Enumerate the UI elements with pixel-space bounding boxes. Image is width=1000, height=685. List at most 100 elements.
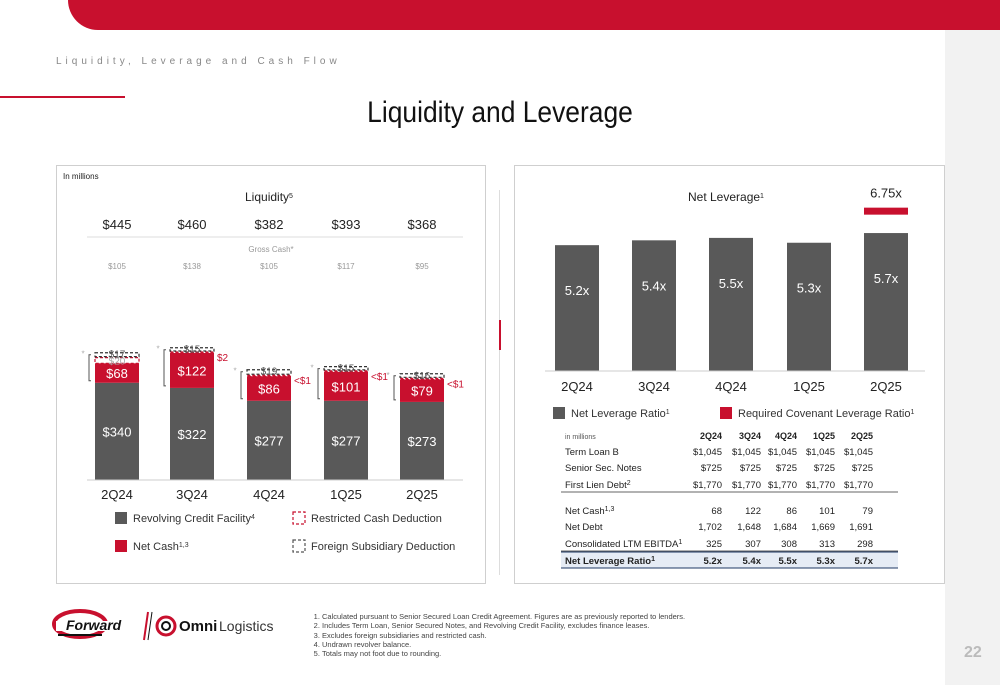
table-cell: $1,045 bbox=[732, 447, 761, 458]
gross-cash-bracket bbox=[240, 371, 243, 400]
table-cell: 1,648 bbox=[737, 522, 761, 533]
company-logos: Forward Omni Logistics bbox=[52, 609, 273, 641]
table-cell: $1,045 bbox=[844, 447, 873, 458]
net-leverage-bar bbox=[864, 233, 908, 371]
net-cash-label: $86 bbox=[258, 381, 280, 396]
table-cell: $1,770 bbox=[844, 480, 873, 491]
foreign-sub-label: $15 bbox=[338, 364, 355, 375]
table-cell: $1,045 bbox=[806, 447, 835, 458]
restricted-cash-label: <$1 bbox=[371, 372, 388, 383]
table-cell: $1,045 bbox=[693, 447, 722, 458]
table-row-label: First Lien Debt2 bbox=[565, 480, 631, 492]
right-margin-strip bbox=[945, 30, 1000, 685]
table-cell: $1,770 bbox=[732, 480, 761, 491]
restricted-cash-label: $20 bbox=[109, 356, 126, 367]
foreign-sub-box bbox=[399, 373, 445, 378]
table-cell: 1,684 bbox=[773, 522, 797, 533]
table-col-header: 2Q25 bbox=[851, 431, 873, 441]
restricted-cash-label: $2 bbox=[217, 353, 229, 364]
table-row-label: Senior Sec. Notes bbox=[565, 463, 642, 474]
x-tick-label: 4Q24 bbox=[715, 379, 747, 394]
table-cell: 307 bbox=[745, 539, 761, 550]
restricted-cash-box bbox=[399, 377, 445, 380]
table-cell: 5.5x bbox=[779, 556, 798, 567]
x-tick-label: 2Q24 bbox=[101, 487, 133, 502]
net-leverage-bar bbox=[555, 245, 599, 371]
net-leverage-label: 5.2x bbox=[565, 283, 590, 298]
liquidity-panel: In millions Liquidity5 Gross Cash* $445 $105… bbox=[56, 165, 486, 584]
table-row-label: Net Leverage Ratio1 bbox=[565, 556, 655, 568]
net-leverage-bar bbox=[709, 237, 753, 371]
gross-cash-marker: * bbox=[310, 364, 313, 373]
legend-swatch bbox=[115, 540, 127, 552]
rcf-label: $277 bbox=[332, 433, 361, 448]
table-cell: $1,770 bbox=[693, 480, 722, 491]
x-tick-label: 1Q25 bbox=[330, 487, 362, 502]
table-cell: 68 bbox=[711, 506, 722, 517]
restricted-cash-box bbox=[246, 374, 292, 377]
gross-cash-marker: * bbox=[156, 345, 159, 354]
net-leverage-label: 5.7x bbox=[874, 271, 899, 286]
table-cell: 5.4x bbox=[743, 556, 762, 567]
foreign-sub-box bbox=[169, 347, 215, 352]
legend-label: Revolving Credit Facility4 bbox=[133, 513, 255, 525]
footnote-item: Includes Term Loan, Senior Secured Notes… bbox=[322, 621, 685, 630]
net-cash-label: $101 bbox=[332, 379, 361, 394]
net-leverage-bar bbox=[632, 240, 676, 371]
units-note: In millions bbox=[63, 172, 99, 181]
x-tick-label: 2Q25 bbox=[406, 487, 438, 502]
restricted-cash-box bbox=[94, 356, 140, 364]
net-leverage-chart: Net Leverage1 5.2x 2Q24 5.4x 3Q24 5.5x 4Q24 5.3… bbox=[545, 186, 925, 569]
legend-label: Required Covenant Leverage Ratio1 bbox=[738, 408, 914, 420]
net-cash-bar bbox=[170, 353, 214, 388]
legend-label: Restricted Cash Deduction bbox=[311, 513, 442, 525]
gross-cash-label: Gross Cash* bbox=[248, 245, 293, 254]
rcf-label: $322 bbox=[178, 427, 207, 442]
rcf-bar bbox=[324, 400, 368, 480]
gross-cash-marker: * bbox=[233, 367, 236, 376]
rcf-label: $273 bbox=[408, 434, 437, 449]
table-cell: 1,691 bbox=[849, 522, 873, 533]
footnote-item: Totals may not foot due to rounding. bbox=[322, 649, 685, 658]
table-cell: $725 bbox=[852, 463, 873, 474]
table-col-header: 1Q25 bbox=[813, 431, 835, 441]
table-cell: 5.7x bbox=[855, 556, 874, 567]
gross-cash-value: $95 bbox=[415, 262, 429, 271]
rcf-label: $277 bbox=[255, 433, 284, 448]
table-cell: 79 bbox=[862, 506, 873, 517]
table-cell: 1,702 bbox=[698, 522, 722, 533]
gross-cash-bracket bbox=[88, 354, 91, 382]
net-cash-label: $68 bbox=[106, 366, 128, 381]
x-tick-label: 2Q25 bbox=[870, 379, 902, 394]
footnote-item: Excludes foreign subsidiaries and restri… bbox=[322, 631, 685, 640]
omni-logo: Omni Logistics bbox=[155, 615, 273, 637]
foreign-sub-label: $15 bbox=[184, 345, 201, 356]
net-leverage-title: Net Leverage1 bbox=[688, 190, 764, 204]
footnotes: Calculated pursuant to Senior Secured Lo… bbox=[313, 612, 685, 658]
restricted-cash-label: <$1 bbox=[294, 376, 311, 387]
liquidity-total: $445 bbox=[103, 217, 132, 232]
table-units: in millions bbox=[565, 434, 596, 441]
table-cell: 325 bbox=[706, 539, 722, 550]
gross-cash-marker: * bbox=[386, 371, 389, 380]
divider-accent bbox=[499, 320, 501, 350]
top-banner bbox=[68, 0, 1000, 30]
table-cell: 1,669 bbox=[811, 522, 835, 533]
table-cell: $1,770 bbox=[806, 480, 835, 491]
legend-label: Foreign Subsidiary Deduction bbox=[311, 541, 455, 553]
accent-line bbox=[0, 96, 125, 98]
section-label: Liquidity, Leverage and Cash Flow bbox=[56, 56, 341, 67]
covenant-label: 6.75x bbox=[870, 186, 902, 201]
gross-cash-marker: * bbox=[81, 350, 84, 359]
foreign-sub-label: $17 bbox=[109, 350, 126, 361]
net-leverage-panel: Net Leverage1 5.2x 2Q24 5.4x 3Q24 5.5x 4Q24 5.3… bbox=[514, 165, 945, 584]
table-cell: 86 bbox=[786, 506, 797, 517]
foreign-sub-label: $16 bbox=[414, 371, 431, 382]
net-cash-bar bbox=[247, 376, 291, 401]
foreign-sub-box bbox=[246, 369, 292, 375]
table-cell: 101 bbox=[819, 506, 835, 517]
legend-swatch bbox=[292, 539, 306, 553]
net-leverage-label: 5.5x bbox=[719, 276, 744, 291]
liquidity-total: $368 bbox=[408, 217, 437, 232]
table-cell: $1,045 bbox=[768, 447, 797, 458]
